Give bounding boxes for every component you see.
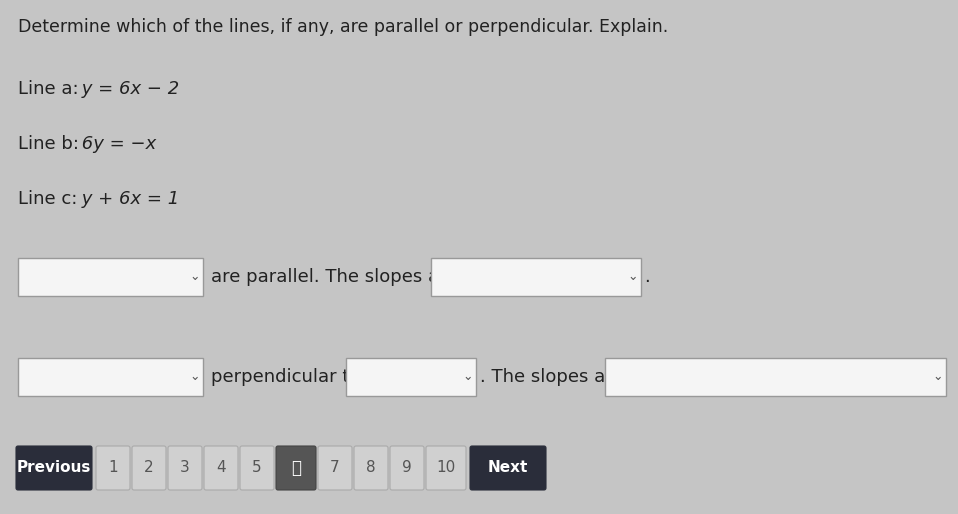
Text: 3: 3 — [180, 461, 190, 475]
Text: 7: 7 — [331, 461, 340, 475]
FancyBboxPatch shape — [318, 446, 352, 490]
FancyBboxPatch shape — [346, 358, 476, 396]
Text: 6y = −x: 6y = −x — [76, 135, 156, 153]
FancyBboxPatch shape — [276, 446, 316, 490]
Text: Determine which of the lines, if any, are parallel or perpendicular. Explain.: Determine which of the lines, if any, ar… — [18, 18, 669, 36]
FancyBboxPatch shape — [390, 446, 424, 490]
FancyBboxPatch shape — [18, 258, 203, 296]
FancyBboxPatch shape — [18, 358, 203, 396]
Text: are parallel. The slopes are: are parallel. The slopes are — [211, 268, 457, 286]
Text: Line c:: Line c: — [18, 190, 78, 208]
FancyBboxPatch shape — [132, 446, 166, 490]
FancyBboxPatch shape — [354, 446, 388, 490]
Text: ⌄: ⌄ — [627, 270, 638, 284]
Text: Previous: Previous — [17, 461, 91, 475]
Text: 4: 4 — [217, 461, 226, 475]
Text: 8: 8 — [366, 461, 376, 475]
Text: y = 6x − 2: y = 6x − 2 — [76, 80, 179, 98]
Text: 1: 1 — [108, 461, 118, 475]
FancyBboxPatch shape — [96, 446, 130, 490]
Text: Line b:: Line b: — [18, 135, 79, 153]
FancyBboxPatch shape — [470, 446, 546, 490]
Text: 👋: 👋 — [291, 459, 301, 477]
Text: . The slopes are: . The slopes are — [480, 368, 624, 386]
Text: 5: 5 — [252, 461, 262, 475]
Text: ⌄: ⌄ — [463, 371, 473, 383]
Text: .: . — [644, 268, 650, 286]
FancyBboxPatch shape — [605, 358, 946, 396]
FancyBboxPatch shape — [431, 258, 641, 296]
FancyBboxPatch shape — [240, 446, 274, 490]
Text: Next: Next — [488, 461, 528, 475]
FancyBboxPatch shape — [168, 446, 202, 490]
Text: ⌄: ⌄ — [190, 371, 200, 383]
Text: perpendicular to: perpendicular to — [211, 368, 360, 386]
Text: Line a:: Line a: — [18, 80, 79, 98]
Text: y + 6x = 1: y + 6x = 1 — [76, 190, 179, 208]
Text: ⌄: ⌄ — [190, 270, 200, 284]
FancyBboxPatch shape — [16, 446, 92, 490]
Text: 2: 2 — [145, 461, 154, 475]
FancyBboxPatch shape — [426, 446, 466, 490]
Text: ⌄: ⌄ — [933, 371, 944, 383]
Text: 9: 9 — [402, 461, 412, 475]
Text: 10: 10 — [437, 461, 456, 475]
FancyBboxPatch shape — [204, 446, 238, 490]
